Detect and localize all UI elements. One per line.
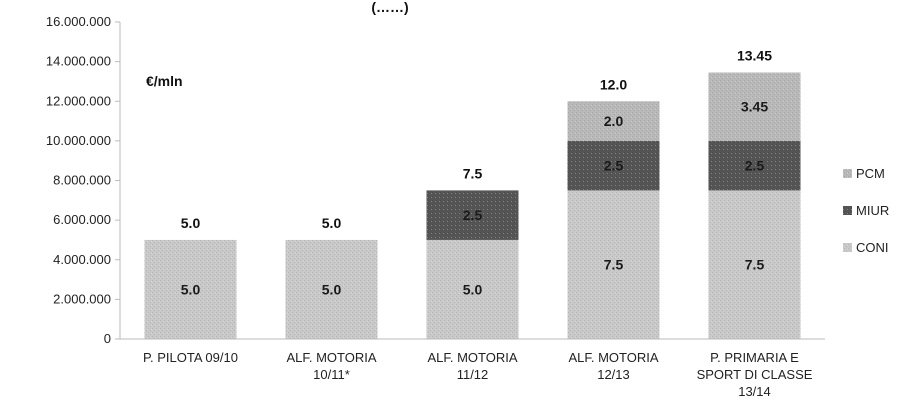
total-data-label: 7.5 [463,165,483,181]
y-tick-label: 16.000.000 [46,14,111,29]
bars-group: 5.0 5.0 5.0 5.0 5.0 2.5 7.5 7.5 2.5 2.0 12.0 7.5 2.5… [144,48,801,339]
x-axis: P. PILOTA 09/10 ALF. MOTORIA 10/11* ALF. MO… [120,338,825,399]
total-data-label: 12.0 [600,76,627,92]
y-axis: 0 2.000.000 4.000.000 6.000.000 8.000.000 10.… [46,14,121,346]
bar-segment-texture [285,239,378,339]
bar-segment-texture [426,190,519,240]
legend-swatch-texture [843,169,852,178]
bar-segment-texture [708,190,801,339]
total-data-label: 13.45 [737,48,772,64]
x-tick-label: P. PRIMARIA E [710,350,799,365]
total-data-label: 5.0 [322,215,342,231]
segment-data-label: 2.5 [604,158,624,174]
y-tick-label: 0 [104,331,111,346]
x-tick-label: SPORT DI CLASSE [697,367,813,382]
bar-segment-texture [567,101,660,141]
x-tick-label: ALF. MOTORIA [568,350,658,365]
bar-segment-texture [426,239,519,339]
segment-data-label: 2.5 [463,207,483,223]
bar-segment-texture [708,72,801,141]
y-tick-label: 2.000.000 [53,291,111,306]
y-tick-label: 10.000.000 [46,133,111,148]
segment-data-label: 2.0 [604,113,624,129]
segment-data-label: 3.45 [741,99,768,115]
legend-label: MIUR [856,203,889,218]
segment-data-label: 7.5 [604,257,624,273]
bar-segment-texture [144,239,237,339]
x-tick-label: 11/12 [457,367,489,382]
chart-title: (……) [371,0,408,15]
x-tick-label: ALF. MOTORIA [427,350,517,365]
y-tick-label: 4.000.000 [53,252,111,267]
x-tick-label: P. PILOTA 09/10 [143,350,238,365]
segment-data-label: 5.0 [322,281,342,297]
bar-segment-texture [567,140,660,191]
legend: PCM MIUR CONI [843,166,889,255]
legend-label: CONI [856,240,889,255]
x-tick-label: ALF. MOTORIA [286,350,376,365]
x-tick-label: 12/13 [597,367,630,382]
bar-segment-texture [708,140,801,191]
y-tick-label: 12.000.000 [46,93,111,108]
unit-label: €/mln [146,73,183,89]
legend-label: PCM [856,166,885,181]
legend-swatch-texture [843,206,852,215]
total-data-label: 5.0 [181,215,201,231]
bar-segment-texture [567,190,660,339]
segment-data-label: 5.0 [463,281,483,297]
segment-data-label: 7.5 [745,257,765,273]
x-tick-label: 10/11* [313,367,350,382]
segment-data-label: 2.5 [745,158,765,174]
y-tick-label: 8.000.000 [53,173,111,188]
x-tick-label: 13/14 [738,384,771,399]
y-tick-label: 6.000.000 [53,212,111,227]
y-tick-label: 14.000.000 [46,54,111,69]
legend-swatch-texture [843,243,852,252]
segment-data-label: 5.0 [181,281,201,297]
